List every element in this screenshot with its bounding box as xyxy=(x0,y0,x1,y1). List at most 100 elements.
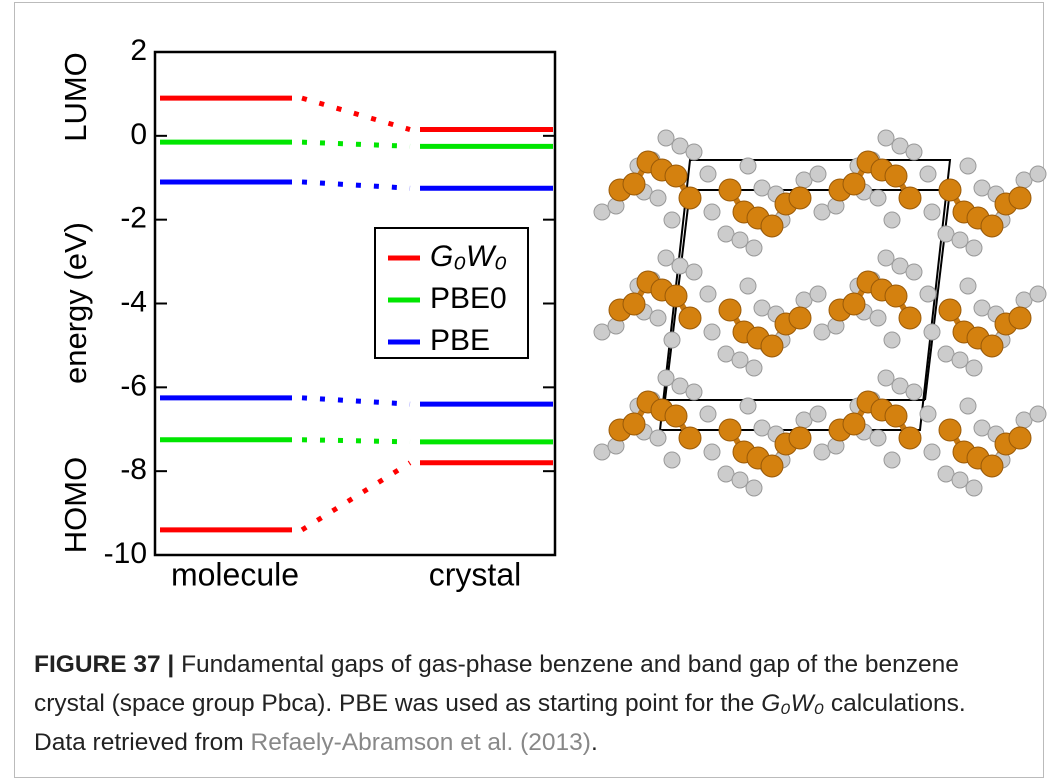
level-connector xyxy=(302,463,410,530)
carbon-atom xyxy=(899,307,921,329)
hydrogen-atom xyxy=(704,204,720,220)
hydrogen-atom xyxy=(878,370,894,386)
carbon-atom xyxy=(843,413,865,435)
hydrogen-atom xyxy=(704,444,720,460)
y-tick-label: -6 xyxy=(120,369,147,402)
hydrogen-atom xyxy=(960,158,976,174)
carbon-atom xyxy=(679,307,701,329)
hydrogen-atom xyxy=(700,406,716,422)
carbon-atom xyxy=(623,413,645,435)
hydrogen-atom xyxy=(960,278,976,294)
carbon-atom xyxy=(939,179,961,201)
hydrogen-atom xyxy=(740,158,756,174)
hydrogen-atom xyxy=(924,204,940,220)
carbon-atom xyxy=(843,293,865,315)
carbon-atom xyxy=(679,427,701,449)
hydrogen-atom xyxy=(658,130,674,146)
carbon-atom xyxy=(939,419,961,441)
legend-label: G₀W₀ xyxy=(430,240,507,273)
hydrogen-atom xyxy=(884,452,900,468)
formula: G₀W₀ xyxy=(761,690,824,717)
carbon-atom xyxy=(899,427,921,449)
hydrogen-atom xyxy=(810,406,826,422)
hydrogen-atom xyxy=(686,384,702,400)
caption: FIGURE 37 | Fundamental gaps of gas-phas… xyxy=(34,645,1024,762)
y-axis-label: energy (eV) xyxy=(58,222,93,384)
hydrogen-atom xyxy=(746,480,762,496)
hydrogen-atom xyxy=(732,352,748,368)
legend-label: PBE xyxy=(430,324,490,357)
carbon-atom xyxy=(885,405,907,427)
hydrogen-atom xyxy=(740,278,756,294)
hydrogen-atom xyxy=(952,352,968,368)
reference-link[interactable]: Refaely-Abramson et al. (2013) xyxy=(251,729,591,756)
carbon-atom xyxy=(789,427,811,449)
hydrogen-atom xyxy=(740,398,756,414)
homo-label: HOMO xyxy=(58,457,93,553)
figure-label: FIGURE 37 | xyxy=(34,651,174,678)
hydrogen-atom xyxy=(810,166,826,182)
hydrogen-atom xyxy=(952,232,968,248)
hydrogen-atom xyxy=(870,310,886,326)
hydrogen-atom xyxy=(870,190,886,206)
level-connector xyxy=(302,440,410,442)
carbon-atom xyxy=(665,165,687,187)
hydrogen-atom xyxy=(1030,406,1046,422)
level-connector xyxy=(302,142,410,146)
hydrogen-atom xyxy=(966,360,982,376)
hydrogen-atom xyxy=(920,286,936,302)
hydrogen-atom xyxy=(906,264,922,280)
hydrogen-atom xyxy=(746,360,762,376)
carbon-atom xyxy=(761,455,783,477)
y-tick-label: -4 xyxy=(120,285,147,318)
hydrogen-atom xyxy=(906,144,922,160)
hydrogen-atom xyxy=(884,332,900,348)
hydrogen-atom xyxy=(686,144,702,160)
carbon-atom xyxy=(665,285,687,307)
carbon-atom xyxy=(665,405,687,427)
hydrogen-atom xyxy=(650,310,666,326)
carbon-atom xyxy=(885,285,907,307)
hydrogen-atom xyxy=(650,430,666,446)
carbon-atom xyxy=(719,419,741,441)
hydrogen-atom xyxy=(920,406,936,422)
carbon-atom xyxy=(623,293,645,315)
level-connector xyxy=(302,182,410,188)
hydrogen-atom xyxy=(700,166,716,182)
y-tick-label: -2 xyxy=(120,202,147,235)
carbon-atom xyxy=(789,187,811,209)
lumo-label: LUMO xyxy=(58,52,93,142)
carbon-atom xyxy=(761,335,783,357)
hydrogen-atom xyxy=(664,452,680,468)
carbon-atom xyxy=(679,187,701,209)
carbon-atom xyxy=(761,215,783,237)
carbon-atom xyxy=(939,299,961,321)
carbon-atom xyxy=(981,335,1003,357)
page: LUMO energy (eV) HOMO 20-2-4-6-8-10molec… xyxy=(0,0,1050,781)
y-tick-label: -8 xyxy=(120,453,147,486)
carbon-atom xyxy=(1009,427,1031,449)
hydrogen-atom xyxy=(870,430,886,446)
hydrogen-atom xyxy=(884,212,900,228)
hydrogen-atom xyxy=(924,444,940,460)
y-tick-label: 2 xyxy=(130,34,147,67)
hydrogen-atom xyxy=(704,324,720,340)
hydrogen-atom xyxy=(878,250,894,266)
hydrogen-atom xyxy=(960,398,976,414)
carbon-atom xyxy=(1009,307,1031,329)
hydrogen-atom xyxy=(920,166,936,182)
y-tick-label: -10 xyxy=(104,537,147,570)
hydrogen-atom xyxy=(650,190,666,206)
hydrogen-atom xyxy=(1030,286,1046,302)
hydrogen-atom xyxy=(810,286,826,302)
carbon-atom xyxy=(981,455,1003,477)
carbon-atom xyxy=(1009,187,1031,209)
carbon-atom xyxy=(719,299,741,321)
legend-label: PBE0 xyxy=(430,282,507,315)
carbon-atom xyxy=(843,173,865,195)
hydrogen-atom xyxy=(658,370,674,386)
hydrogen-atom xyxy=(906,384,922,400)
y-tick-label: 0 xyxy=(130,118,147,151)
x-tick-label: crystal xyxy=(429,556,521,592)
hydrogen-atom xyxy=(966,480,982,496)
